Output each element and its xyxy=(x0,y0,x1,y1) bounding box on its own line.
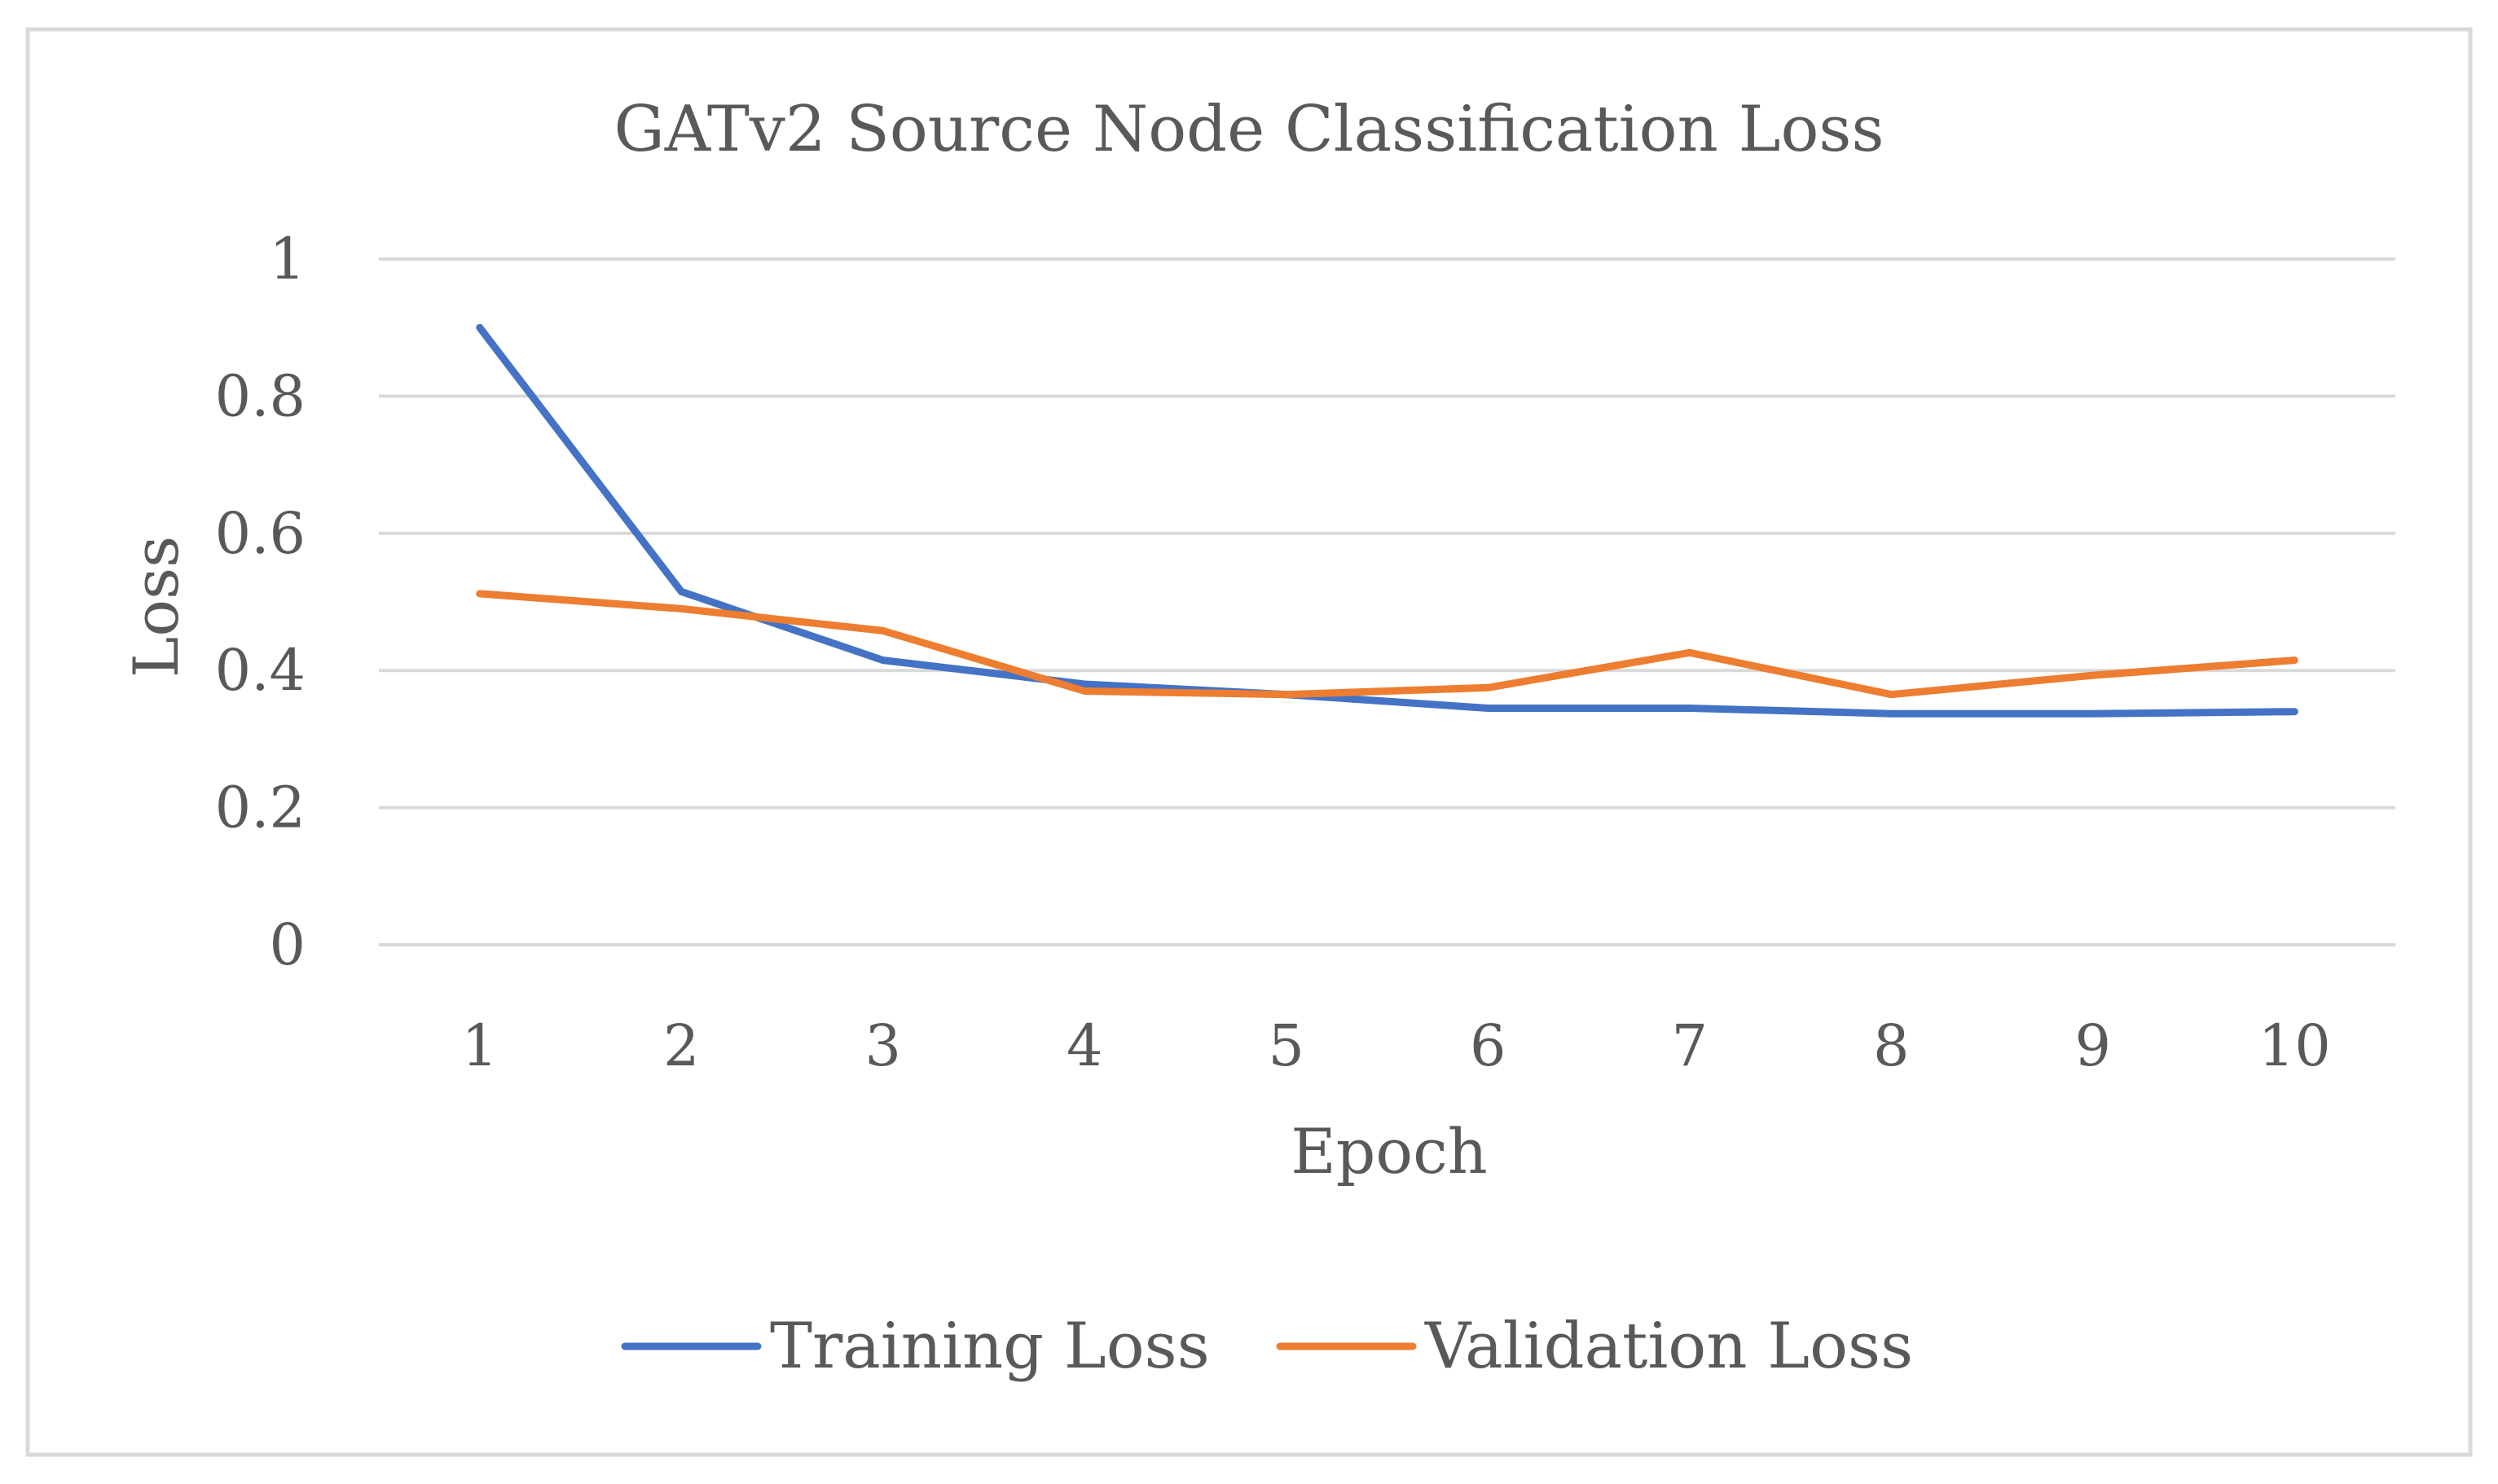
series-line-1 xyxy=(476,590,2298,699)
x-tick-label: 5 xyxy=(1268,1012,1304,1079)
data-point xyxy=(479,327,481,328)
legend-label: Validation Loss xyxy=(1424,1310,1913,1383)
y-tick-labels: 0 0.2 0.4 0.6 0.8 1 xyxy=(215,226,306,978)
series-lines xyxy=(476,323,2298,718)
data-point xyxy=(2293,660,2295,661)
y-tick-label: 1 xyxy=(269,226,306,292)
data-point xyxy=(882,660,884,661)
x-tick-label: 7 xyxy=(1671,1012,1708,1079)
y-tick-label: 0.8 xyxy=(215,362,306,429)
y-tick-label: 0.6 xyxy=(215,500,306,567)
data-point xyxy=(680,608,682,609)
x-tick-label: 2 xyxy=(663,1012,700,1079)
x-tick-label: 3 xyxy=(864,1012,901,1079)
x-axis-label: Epoch xyxy=(1291,1115,1487,1188)
y-tick-label: 0 xyxy=(269,911,306,978)
gridlines xyxy=(379,257,2395,946)
y-tick-label: 0.4 xyxy=(215,637,306,704)
x-tick-label: 1 xyxy=(461,1012,498,1079)
data-point xyxy=(1890,713,1892,714)
x-tick-label: 6 xyxy=(1470,1012,1506,1079)
data-point xyxy=(1487,708,1489,709)
data-point xyxy=(479,593,481,595)
x-tick-labels: 1 2 3 4 5 6 7 8 9 10 xyxy=(461,1012,2330,1079)
data-point xyxy=(1689,708,1691,709)
data-point xyxy=(2092,713,2094,714)
data-point xyxy=(882,630,884,631)
y-axis-label: Loss xyxy=(120,536,192,678)
legend-label: Training Loss xyxy=(770,1310,1210,1383)
data-point xyxy=(1084,683,1085,685)
chart-title: GATv2 Source Node Classification Loss xyxy=(614,93,1884,166)
x-tick-label: 8 xyxy=(1873,1012,1910,1079)
x-tick-label: 4 xyxy=(1066,1012,1103,1079)
series-line-0 xyxy=(476,323,2298,718)
data-point xyxy=(1084,690,1085,692)
x-tick-label: 10 xyxy=(2258,1012,2331,1079)
data-point xyxy=(1890,694,1892,696)
y-tick-label: 0.2 xyxy=(215,775,306,841)
legend: Training Loss Validation Loss xyxy=(621,1310,1913,1383)
data-point xyxy=(1689,652,1691,653)
data-point xyxy=(1487,687,1489,688)
data-point xyxy=(680,591,682,592)
data-point xyxy=(1286,694,1287,696)
data-point xyxy=(2092,674,2094,676)
chart-border xyxy=(25,27,2473,1457)
data-point xyxy=(2293,711,2295,713)
x-tick-label: 9 xyxy=(2074,1012,2111,1079)
